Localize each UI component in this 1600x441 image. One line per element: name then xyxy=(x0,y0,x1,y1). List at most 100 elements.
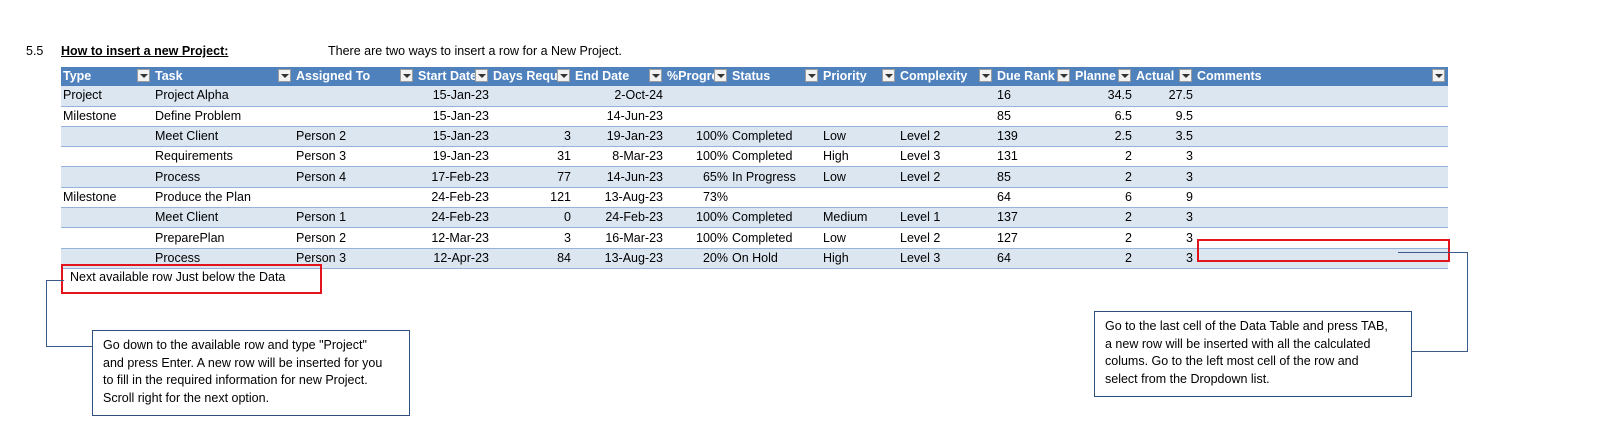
table-cell[interactable]: 100% xyxy=(665,227,730,249)
table-cell[interactable]: 2 xyxy=(1073,166,1134,188)
table-cell[interactable]: 121 xyxy=(491,187,573,209)
column-header[interactable]: Due Rank xyxy=(995,67,1073,87)
table-cell[interactable]: 13-Aug-23 xyxy=(573,187,665,209)
table-cell[interactable]: Process xyxy=(153,248,294,269)
table-cell[interactable] xyxy=(1195,126,1448,148)
table-cell[interactable] xyxy=(294,187,416,209)
table-cell[interactable]: 14-Jun-23 xyxy=(573,106,665,127)
table-cell[interactable] xyxy=(1195,166,1448,188)
table-cell[interactable]: Define Problem xyxy=(153,106,294,127)
table-cell[interactable]: 12-Mar-23 xyxy=(416,227,491,249)
table-cell[interactable]: 64 xyxy=(995,248,1073,269)
filter-dropdown-icon[interactable] xyxy=(882,69,895,82)
table-cell[interactable]: 15-Jan-23 xyxy=(416,86,491,107)
table-cell[interactable] xyxy=(61,227,153,249)
table-cell[interactable]: Milestone xyxy=(61,187,153,209)
table-cell[interactable]: 3 xyxy=(1134,146,1195,168)
table-cell[interactable]: 6.5 xyxy=(1073,106,1134,127)
table-cell[interactable]: 3 xyxy=(1134,207,1195,229)
table-cell[interactable]: 19-Jan-23 xyxy=(573,126,665,148)
filter-dropdown-icon[interactable] xyxy=(979,69,992,82)
table-cell[interactable]: 24-Feb-23 xyxy=(416,187,491,209)
table-cell[interactable]: Project xyxy=(61,86,153,107)
table-cell[interactable]: 0 xyxy=(491,207,573,229)
table-cell[interactable] xyxy=(1195,227,1448,249)
table-cell[interactable] xyxy=(491,106,573,127)
table-cell[interactable]: 17-Feb-23 xyxy=(416,166,491,188)
table-cell[interactable] xyxy=(61,126,153,148)
table-cell[interactable]: Completed xyxy=(730,146,821,168)
table-cell[interactable] xyxy=(821,86,898,107)
table-cell[interactable]: 15-Jan-23 xyxy=(416,106,491,127)
table-cell[interactable]: 24-Feb-23 xyxy=(416,207,491,229)
table-cell[interactable] xyxy=(898,86,995,107)
table-cell[interactable] xyxy=(1195,146,1448,168)
table-cell[interactable] xyxy=(821,106,898,127)
filter-dropdown-icon[interactable] xyxy=(278,69,291,82)
table-cell[interactable] xyxy=(665,86,730,107)
table-cell[interactable]: 85 xyxy=(995,106,1073,127)
table-cell[interactable]: In Progress xyxy=(730,166,821,188)
table-cell[interactable] xyxy=(61,166,153,188)
table-cell[interactable] xyxy=(1195,187,1448,209)
project-data-table[interactable]: Type Task Assigned To Start Date Days Requi E… xyxy=(61,67,1448,269)
table-cell[interactable] xyxy=(61,207,153,229)
table-cell[interactable]: 2 xyxy=(1073,227,1134,249)
table-cell[interactable]: 2 xyxy=(1073,248,1134,269)
table-cell[interactable]: 27.5 xyxy=(1134,86,1195,107)
filter-dropdown-icon[interactable] xyxy=(1432,69,1445,82)
filter-dropdown-icon[interactable] xyxy=(1118,69,1131,82)
table-cell[interactable]: 15-Jan-23 xyxy=(416,126,491,148)
table-cell[interactable]: 2 xyxy=(1073,146,1134,168)
column-header[interactable]: %Progre xyxy=(665,67,730,87)
table-cell[interactable] xyxy=(821,187,898,209)
table-cell[interactable]: 34.5 xyxy=(1073,86,1134,107)
column-header[interactable]: Start Date xyxy=(416,67,491,87)
table-cell[interactable]: 6 xyxy=(1073,187,1134,209)
column-header[interactable]: Complexity xyxy=(898,67,995,87)
table-cell[interactable]: 2 xyxy=(1073,207,1134,229)
filter-dropdown-icon[interactable] xyxy=(1057,69,1070,82)
table-cell[interactable]: Medium xyxy=(821,207,898,229)
table-cell[interactable]: Level 2 xyxy=(898,227,995,249)
table-cell[interactable]: 64 xyxy=(995,187,1073,209)
column-header[interactable]: End Date xyxy=(573,67,665,87)
table-cell[interactable]: Requirements xyxy=(153,146,294,168)
table-cell[interactable]: Completed xyxy=(730,227,821,249)
filter-dropdown-icon[interactable] xyxy=(557,69,570,82)
table-cell[interactable]: 16 xyxy=(995,86,1073,107)
table-cell[interactable]: Level 2 xyxy=(898,166,995,188)
table-cell[interactable]: Meet Client xyxy=(153,207,294,229)
filter-dropdown-icon[interactable] xyxy=(1179,69,1192,82)
filter-dropdown-icon[interactable] xyxy=(649,69,662,82)
table-cell[interactable] xyxy=(665,106,730,127)
table-cell[interactable]: 2.5 xyxy=(1073,126,1134,148)
table-cell[interactable]: Low xyxy=(821,126,898,148)
table-cell[interactable]: Completed xyxy=(730,207,821,229)
table-cell[interactable]: Level 3 xyxy=(898,248,995,269)
table-cell[interactable]: 12-Apr-23 xyxy=(416,248,491,269)
table-cell[interactable] xyxy=(898,187,995,209)
column-header[interactable]: Type xyxy=(61,67,153,87)
column-header[interactable]: Task xyxy=(153,67,294,87)
table-cell[interactable]: Process xyxy=(153,166,294,188)
table-cell[interactable]: Person 2 xyxy=(294,227,416,249)
table-cell[interactable] xyxy=(61,248,153,269)
table-cell[interactable]: 2-Oct-24 xyxy=(573,86,665,107)
table-cell[interactable]: Low xyxy=(821,166,898,188)
table-cell[interactable]: 20% xyxy=(665,248,730,269)
table-cell[interactable] xyxy=(1195,207,1448,229)
column-header[interactable]: Comments xyxy=(1195,67,1448,87)
table-cell[interactable]: 24-Feb-23 xyxy=(573,207,665,229)
filter-dropdown-icon[interactable] xyxy=(400,69,413,82)
table-cell[interactable]: 16-Mar-23 xyxy=(573,227,665,249)
filter-dropdown-icon[interactable] xyxy=(714,69,727,82)
table-cell[interactable]: 3 xyxy=(491,126,573,148)
table-cell[interactable]: PreparePlan xyxy=(153,227,294,249)
table-cell[interactable] xyxy=(294,106,416,127)
column-header[interactable]: Actual xyxy=(1134,67,1195,87)
table-cell[interactable]: Person 1 xyxy=(294,207,416,229)
table-cell[interactable] xyxy=(730,187,821,209)
table-cell[interactable]: Person 3 xyxy=(294,248,416,269)
table-cell[interactable] xyxy=(1195,86,1448,107)
